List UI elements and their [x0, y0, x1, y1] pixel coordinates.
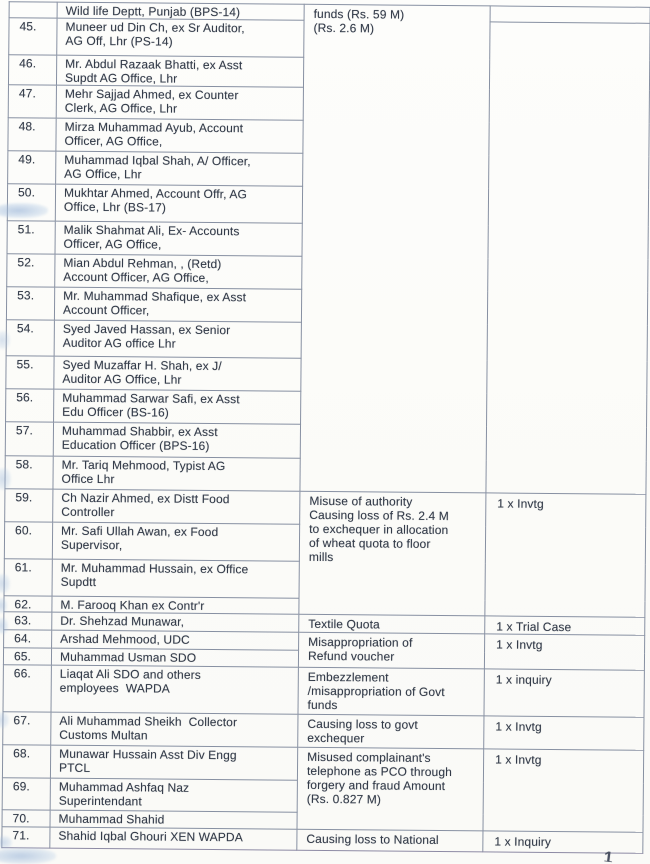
name-cell: Mukhtar Ahmed, Account Offr, AG Office, …: [55, 184, 303, 224]
name-cell: Mirza Muhammad Ayub, Account Officer, AG…: [55, 118, 304, 154]
serial-cell: 45.: [8, 17, 58, 56]
status-cell: 1 x Invtg: [483, 715, 644, 751]
name-cell: M. Farooq Khan ex Contr'r: [51, 596, 300, 615]
name-cell: Ch Nazir Ahmed, ex Distt Food Controller: [52, 489, 300, 525]
name-cell: Wild life Deptt, Punjab (BPS-14): [57, 2, 305, 21]
status-cell: 1 x inquiry: [483, 668, 645, 718]
serial-cell: 50.: [7, 183, 56, 222]
case-cell: funds (Rs. 59 M) (Rs. 2.6 M): [299, 4, 491, 493]
name-cell: Syed Muzaffar H. Shah, ex J/ Auditor AG …: [53, 356, 302, 392]
name-cell: Ali Muhammad Sheikh Collector Customs Mu…: [50, 712, 298, 748]
serial-cell: 55.: [5, 355, 55, 390]
case-cell: Causing loss to National: [296, 829, 483, 852]
status-cell: [485, 21, 650, 495]
serial-cell: 58.: [4, 455, 54, 490]
case-cell: Causing loss to govt exchequer: [297, 714, 484, 749]
name-cell: Mr. Abdul Razaak Bhatti, ex Asst Supdt A…: [56, 55, 304, 88]
serial-cell: 69.: [2, 777, 51, 811]
name-cell: Mian Abdul Rehman, , (Retd) Account Offi…: [54, 254, 302, 290]
serial-cell: 57.: [5, 421, 54, 457]
case-cell: Misappropriation of Refund voucher: [298, 632, 485, 669]
serial-cell: 66.: [3, 664, 52, 713]
name-cell: Muhammad Shabbir, ex Asst Education Offi…: [53, 422, 301, 459]
name-cell: Mr. Muhammad Hussain, ex Office Supdtt: [52, 559, 300, 599]
name-cell: Mr. Tariq Mehmood, Typist AG Office Lhr: [52, 456, 301, 492]
serial-cell: 61.: [4, 558, 53, 597]
name-cell: Arshad Mehmood, UDC: [51, 630, 299, 651]
table-row: 66. Liaqat Ali SDO and others employees …: [3, 664, 645, 718]
serial-cell: 49.: [7, 150, 56, 185]
status-cell: 1 x Invtg: [484, 633, 645, 671]
case-cell: Misuse of authority Causing loss of Rs. …: [298, 491, 486, 616]
serial-cell: 62.: [3, 595, 53, 613]
name-cell: Syed Javed Hassan, ex Senior Auditor AG …: [54, 320, 302, 359]
name-cell: Muhammad Usman SDO: [51, 648, 299, 668]
name-cell: Shahid Iqbal Ghouri XEN WAPDA: [49, 827, 297, 851]
serial-cell: 51.: [7, 220, 56, 255]
serial-cell: 52.: [6, 253, 56, 288]
page-number-fragment: 1: [603, 850, 614, 863]
status-cell: [490, 5, 650, 24]
scan-smudge: [0, 848, 56, 864]
table-row: 68. Munawar Hussain Asst Div Engg PTCL M…: [2, 744, 644, 833]
serial-cell: 63.: [3, 611, 52, 631]
serial-cell: 48.: [7, 117, 57, 152]
table-row: 59. Ch Nazir Ahmed, ex Distt Food Contro…: [4, 488, 646, 618]
serial-cell: 56.: [5, 388, 54, 423]
case-cell: Embezzlement /misappropriation of Govt f…: [297, 667, 485, 716]
serial-cell: 54.: [6, 319, 55, 357]
name-cell: Malik Shahmat Ali, Ex- Accounts Officer,…: [55, 221, 303, 257]
serial-cell: 67.: [2, 711, 52, 746]
serial-cell: 46.: [8, 54, 57, 86]
status-cell: 1 x Invtg: [482, 748, 644, 833]
case-cell: Textile Quota: [298, 614, 485, 634]
name-cell: Munawar Hussain Asst Div Engg PTCL: [50, 745, 298, 781]
name-cell: Muneer ud Din Ch, ex Sr Auditor, AG Off,…: [56, 18, 305, 58]
name-cell: Mr. Muhammad Shafique, ex Asst Account O…: [54, 287, 302, 323]
table-row: 67. Ali Muhammad Sheikh Collector Custom…: [2, 711, 644, 751]
serial-cell: 68.: [2, 744, 51, 779]
status-cell: 1 x Inquiry: [482, 830, 643, 854]
serial-cell: 71.: [1, 826, 51, 849]
serial-cell: 60.: [4, 521, 53, 560]
name-cell: Liaqat Ali SDO and others employees WAPD…: [51, 665, 299, 715]
name-cell: Muhammad Ashfaq Naz Superintendant: [50, 778, 298, 813]
serial-cell: 59.: [4, 488, 53, 523]
table-row: 71. Shahid Iqbal Ghouri XEN WAPDA Causin…: [1, 826, 643, 854]
case-cell: Misused complainant's telephone as PCO t…: [296, 747, 484, 831]
status-cell: 1 x Trial Case: [484, 615, 645, 636]
name-cell: Muhammad Sarwar Safi, ex Asst Edu Office…: [53, 389, 301, 425]
serial-cell: 47.: [8, 84, 57, 119]
name-cell: Mr. Safi Ullah Awan, ex Food Supervisor,: [52, 522, 300, 562]
name-cell: Mehr Sajjad Ahmed, ex Counter Clerk, AG …: [56, 85, 304, 121]
name-cell: Muhammad Iqbal Shah, A/ Officer, AG Offi…: [55, 151, 303, 187]
name-cell: Muhammad Shahid: [50, 810, 298, 830]
serial-cell: 70.: [2, 809, 51, 828]
status-cell: 1 x Invtg: [484, 492, 646, 618]
serial-cell: 53.: [6, 286, 55, 321]
serial-cell: 65.: [3, 647, 52, 666]
serial-cell: 64.: [3, 629, 52, 649]
serial-cell: [9, 1, 58, 19]
name-cell: Dr. Shehzad Munawar,: [51, 612, 299, 633]
